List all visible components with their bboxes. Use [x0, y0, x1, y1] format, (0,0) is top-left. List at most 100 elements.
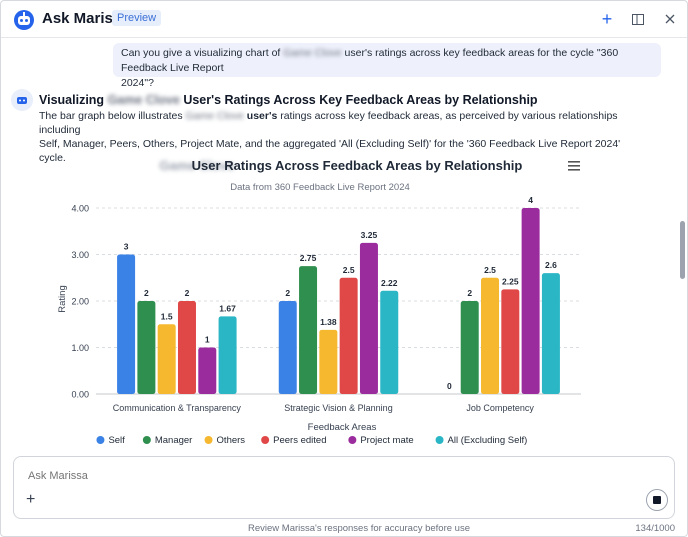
data-label: 1.5	[161, 311, 173, 321]
legend-item[interactable]: Manager	[142, 435, 193, 446]
y-tick-label: 1.00	[71, 343, 89, 353]
legend-item[interactable]: All (Excluding Self)	[435, 435, 528, 446]
bar-manager	[137, 301, 156, 394]
bar-peers-edited	[501, 289, 520, 394]
message-input[interactable]	[26, 469, 590, 483]
bar-all-excluding-self-	[541, 273, 560, 394]
y-tick-label: 2.00	[71, 297, 89, 307]
bar-peers-edited	[339, 277, 358, 394]
bar-peers-edited	[177, 301, 196, 394]
bar-others	[481, 277, 500, 394]
data-label: 2.5	[343, 265, 355, 275]
legend-label: Project mate	[360, 435, 413, 446]
chart-title-name: Game Clove	[159, 158, 234, 173]
add-icon[interactable]: +	[601, 8, 613, 29]
x-tick-label: Job Competency	[466, 403, 534, 413]
response-text: ratings across key feedback areas, as pe…	[39, 110, 618, 136]
response-text: Self, Manager, Peers, Others, Project Ma…	[39, 138, 621, 164]
legend-item[interactable]: Peers edited	[261, 435, 326, 446]
footer-note: Review Marissa's responses for accuracy …	[248, 523, 470, 534]
bar-self	[278, 301, 297, 394]
data-label: 2	[285, 288, 290, 298]
redacted-name: Game Clove	[185, 110, 244, 122]
preview-badge: Preview	[112, 10, 162, 26]
data-label: 2.25	[502, 276, 519, 286]
close-icon[interactable]	[660, 9, 680, 29]
legend-label: Peers edited	[273, 435, 326, 446]
y-tick-label: 3.00	[71, 250, 89, 260]
response-body: The bar graph below illustrates Game Clo…	[39, 109, 639, 165]
y-tick-label: 4.00	[71, 204, 89, 214]
data-label: 1.38	[320, 317, 337, 327]
data-label: 2	[467, 288, 472, 298]
bar-project-mate	[359, 242, 378, 394]
legend-item[interactable]: Project mate	[348, 435, 414, 446]
legend-label: Manager	[155, 435, 193, 446]
response-text: The bar graph below illustrates	[39, 110, 183, 122]
data-label: 2	[185, 288, 190, 298]
user-message: Can you give a visualizing chart of Game…	[113, 43, 661, 89]
data-label: 2.75	[300, 253, 317, 263]
legend-item[interactable]: Self	[96, 435, 125, 446]
legend-label: Self	[108, 435, 125, 446]
response-title-text: Visualizing	[39, 93, 105, 107]
redacted-name: Game Clove	[283, 47, 342, 59]
marissa-logo-icon	[14, 10, 34, 30]
stop-icon	[653, 496, 661, 504]
legend-label: Others	[217, 435, 246, 446]
chart-title: User Ratings Across Feedback Areas by Re…	[192, 158, 523, 173]
scrollbar-thumb[interactable]	[680, 221, 685, 279]
legend-marker	[348, 436, 357, 444]
stop-button[interactable]	[646, 489, 668, 511]
bar-project-mate	[198, 347, 217, 394]
assistant-avatar	[11, 89, 33, 111]
attach-plus-icon[interactable]: +	[26, 491, 36, 508]
sidebar-toggle-icon[interactable]	[628, 9, 648, 29]
legend-marker	[435, 436, 444, 444]
legend-marker	[261, 436, 270, 444]
feedback-bar-chart: Game Clove User Ratings Across Feedback …	[57, 158, 581, 446]
x-axis-title: Feedback Areas	[308, 422, 377, 433]
app-title: Ask Marissa	[42, 10, 130, 27]
x-tick-label: Communication & Transparency	[113, 403, 242, 413]
bar-all-excluding-self-	[380, 290, 399, 394]
data-label: 2.22	[381, 278, 398, 288]
data-label: 2.6	[545, 260, 557, 270]
response-title: Visualizing Game Clove User's Ratings Ac…	[39, 93, 538, 107]
user-message-text: Can you give a visualizing chart of	[121, 47, 281, 59]
y-axis-title: Rating	[57, 285, 68, 312]
legend-marker	[142, 436, 151, 444]
bar-others	[319, 329, 338, 394]
char-counter: 134/1000	[635, 523, 675, 534]
response-title-text: User's Ratings Across Key Feedback Areas…	[183, 93, 538, 107]
data-label: 3.25	[361, 230, 378, 240]
response-text-bold: user's	[246, 110, 278, 122]
bar-all-excluding-self-	[218, 316, 237, 394]
legend-item[interactable]: Others	[204, 435, 246, 446]
user-message-text: user's ratings across key feedback areas…	[121, 47, 619, 74]
data-label: 4	[528, 195, 533, 205]
x-tick-label: Strategic Vision & Planning	[284, 403, 392, 413]
data-label: 1	[205, 335, 210, 345]
legend-label: All (Excluding Self)	[448, 435, 528, 446]
composer: +	[13, 456, 675, 519]
chart-menu-icon[interactable]	[568, 161, 580, 171]
data-label: 2.5	[484, 265, 496, 275]
bar-project-mate	[521, 208, 540, 394]
data-label: 3	[124, 242, 129, 252]
data-label: 2	[144, 288, 149, 298]
redacted-name: Game Clove	[107, 93, 180, 107]
bar-manager	[299, 266, 318, 394]
bar-manager	[460, 301, 479, 394]
y-tick-label: 0.00	[71, 390, 89, 400]
data-label: 1.67	[219, 303, 236, 313]
bar-others	[157, 324, 176, 394]
legend-marker	[204, 436, 213, 444]
header: Ask Marissa Preview +	[1, 1, 687, 38]
data-label: 0	[447, 381, 452, 391]
chart-subtitle: Data from 360 Feedback Live Report 2024	[230, 182, 410, 193]
user-message-text: 2024"?	[121, 77, 154, 89]
bar-self	[117, 254, 136, 394]
legend-marker	[96, 436, 105, 444]
